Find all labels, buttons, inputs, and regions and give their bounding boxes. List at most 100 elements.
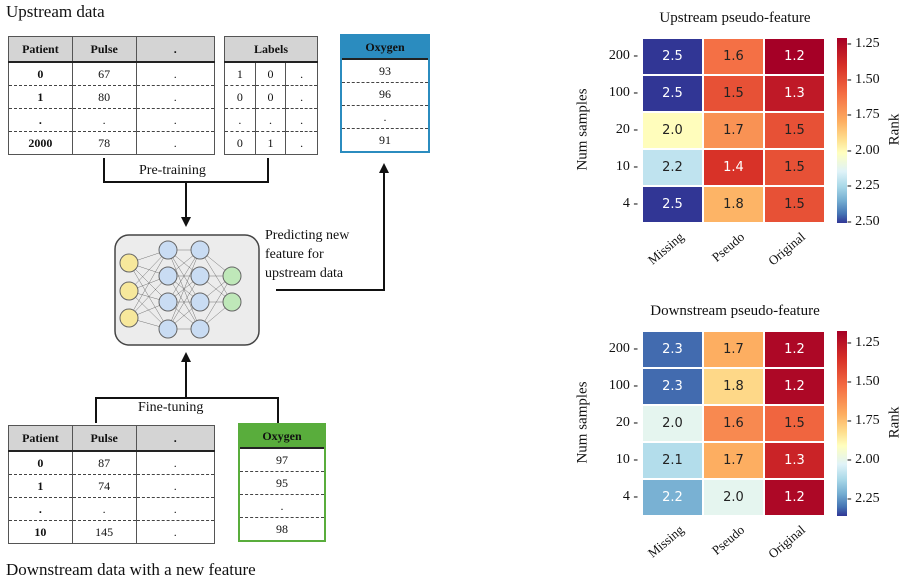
cell: . [342,105,428,129]
y-tick-label: 10 - [615,451,638,467]
cell: 91 [379,132,391,147]
cell: 93 [342,58,428,83]
y-tick-label: 200 - [608,340,638,356]
upstream-heatmap: Upstream pseudo-feature 2.5 1.6 1.2 2.5 1.5 1.… [560,10,906,290]
heatmap-cell: 1.5 [703,75,764,112]
x-tick-label: Missing [644,522,687,561]
heatmap-cell: 1.3 [764,75,825,112]
colorbar-tick: - 2.25 [847,178,880,194]
nn-node [190,319,210,339]
cell: . [285,85,318,109]
heatmap-cell: 1.3 [764,442,825,479]
colorbar-tick: - 1.75 [847,412,880,428]
nn-node [158,266,178,286]
downstream-data-table: Patient Pulse . 0 87. 1 74. ... 10 145. [8,425,216,544]
nn-node [222,266,242,286]
colorbar-tick: - 1.50 [847,373,880,389]
cell: 0 [8,450,73,475]
nn-node [158,319,178,339]
nn-edge [128,262,169,330]
y-tick-label: 4 - [622,195,638,211]
heatmap-cell: 1.5 [764,405,825,442]
nn-edge [167,249,201,330]
colorbar-tick: - 1.25 [847,36,880,52]
colorbar-tick: - 1.50 [847,71,880,87]
nn-node [158,240,178,260]
cell: 97 [240,447,324,472]
nn-edge [199,275,233,330]
downstream-oxygen-table: Oxygen 97 95 . 98 [238,423,326,542]
heatmap-cell: 2.3 [642,331,703,368]
heatmap-cell: 1.8 [703,186,764,223]
y-tick-label: 20 - [615,121,638,137]
heatmap-cell: 2.5 [642,38,703,75]
cell: 87 [71,450,137,475]
oxygen-header: Oxygen [342,36,428,59]
cell: 145 [71,520,137,544]
cell: . [135,85,216,109]
downstream-heatmap: Downstream pseudo-feature 2.3 1.7 1.2 2.3 1.8… [560,303,906,586]
cell: . [240,494,324,518]
heatmap-cell: 2.2 [642,479,703,516]
cell: 96 [342,82,428,106]
cell: 74 [71,474,137,498]
neural-network-icon [114,234,260,346]
y-axis-label: Num samples [574,87,591,171]
upstream-oxygen-table: Oxygen 93 96 . 91 [340,34,430,153]
heatmap-cell: 1.2 [764,331,825,368]
downstream-title: Downstream data with a new feature [6,560,256,579]
cell: . [285,108,318,132]
cell: . [285,131,318,155]
pretraining-label: Pre-training [137,163,208,179]
predicting-line: feature for [265,247,324,262]
cell: . [135,497,216,521]
cell: . [135,131,216,155]
heatmap-cell: 2.1 [642,442,703,479]
col-header-pulse: Pulse [71,36,137,63]
oxygen-header: Oxygen [240,425,324,448]
cell: 95 [240,471,324,495]
cell: 1 [8,85,73,109]
x-tick-label: Missing [644,229,687,268]
heatmap-cell: 1.6 [703,405,764,442]
col-header-patient: Patient [8,425,73,452]
y-tick-label: 4 - [622,488,638,504]
cell: . [135,474,216,498]
heatmap-cell: 1.7 [703,442,764,479]
cell: 98 [276,521,288,536]
nn-node [119,253,139,273]
nn-node [119,308,139,328]
cell: . [135,520,216,544]
y-tick-label: 20 - [615,414,638,430]
col-header-more: . [135,36,216,63]
heatmap-cell: 1.2 [764,38,825,75]
predicting-label: Predicting new feature for upstream data [265,226,349,283]
colorbar-tick: - 2.00 [847,142,880,158]
x-tick-label: Pseudo [708,522,748,558]
cell: 0 [254,85,287,109]
colorbar-tick: - 2.25 [847,491,880,507]
heatmap-cell: 1.8 [703,368,764,405]
heatmap-cell: 1.6 [703,38,764,75]
heatmap-cell: 1.2 [764,368,825,405]
cell: . [254,108,287,132]
x-tick-label: Pseudo [708,229,748,265]
heatmap-title: Downstream pseudo-feature [650,303,820,319]
nn-node [119,281,139,301]
colorbar [837,38,847,223]
finetuning-label: Fine-tuning [136,400,206,416]
y-tick-label: 10 - [615,158,638,174]
cell: . [135,61,216,86]
heatmap-cell: 1.5 [764,112,825,149]
flow-arrows [95,158,389,423]
cell: . [285,61,318,86]
predicting-line: Predicting new [265,228,350,243]
heatmap-cell: 2.5 [642,75,703,112]
cell: 10 [8,520,73,544]
y-tick-label: 100 - [608,377,638,393]
col-header-more: . [135,425,216,452]
heatmap-cell: 1.4 [703,149,764,186]
cell: . [135,450,216,475]
heatmap-cell: 2.2 [642,149,703,186]
x-tick-label: Original [765,522,809,562]
